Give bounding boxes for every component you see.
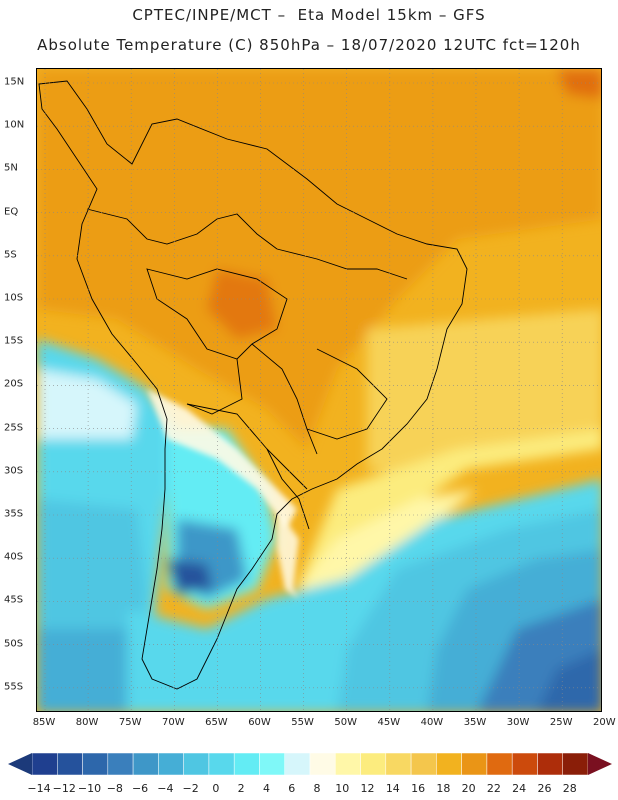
colorbar-swatch xyxy=(461,752,488,776)
frontal-transition-band xyxy=(147,389,299,599)
latitude-label: 15N xyxy=(4,76,25,88)
colorbar-swatch xyxy=(57,752,83,776)
longitude-label: 80W xyxy=(75,717,99,728)
colorbar-swatch xyxy=(82,752,109,776)
colorbar-tick-label: −10 xyxy=(77,782,102,795)
latitude-label: 10N xyxy=(4,119,25,131)
colorbar-swatch xyxy=(107,752,134,776)
colorbar-swatch xyxy=(335,752,361,776)
latitude-label: 55S xyxy=(4,681,24,693)
continent-outline xyxy=(38,80,468,690)
latitude-label: 35S xyxy=(4,508,24,520)
colorbar-tick-label: 24 xyxy=(512,782,527,795)
colorbar-swatch xyxy=(562,752,589,776)
longitude-label: 30W xyxy=(506,717,530,728)
latitude-label: EQ xyxy=(4,206,19,218)
colorbar-tick-label: 22 xyxy=(486,782,501,795)
longitude-label: 55W xyxy=(291,717,314,728)
longitude-label: 50W xyxy=(334,717,357,728)
colorbar-tick-label: 16 xyxy=(411,782,426,795)
longitude-label: 75W xyxy=(118,717,142,728)
colorbar-tick-label: 6 xyxy=(288,782,296,795)
colorbar-swatch xyxy=(385,752,412,776)
longitude-label: 35W xyxy=(463,717,487,728)
longitude-label: 40W xyxy=(420,717,444,728)
colorbar-tick-label: 12 xyxy=(360,782,375,795)
colorbar-swatch xyxy=(208,752,235,776)
colorbar-tick-label: 14 xyxy=(385,782,400,795)
colorbar-swatch xyxy=(158,752,184,776)
colorbar-low-arrow xyxy=(8,753,32,775)
colorbar-tick-label: −4 xyxy=(157,782,174,795)
latitude-label: 25S xyxy=(4,422,24,434)
map-panel xyxy=(36,68,602,712)
latitude-label: 5S xyxy=(4,249,17,261)
colorbar-swatch xyxy=(233,752,260,776)
latitude-label: 15S xyxy=(4,335,24,347)
colorbar-tick-label: 28 xyxy=(562,782,577,795)
latitude-label: 20S xyxy=(4,378,24,390)
longitude-label: 20W xyxy=(592,717,616,728)
colorbar-tick-label: 4 xyxy=(262,782,270,795)
map-title-line-2: Absolute Temperature (C) 850hPa – 18/07/… xyxy=(37,36,581,54)
latitude-label: 45S xyxy=(4,594,24,606)
map-graticule xyxy=(37,69,601,711)
colorbar-tick-label: 0 xyxy=(212,782,220,795)
colorbar-swatch xyxy=(410,752,437,776)
temperature-field-map xyxy=(37,69,601,711)
colorbar-swatch xyxy=(31,752,58,776)
colorbar-swatch xyxy=(284,752,311,776)
latitude-label: 5N xyxy=(4,162,18,174)
colorbar-swatch xyxy=(537,752,563,776)
longitude-label: 60W xyxy=(248,717,271,728)
map-title-line-1: CPTEC/INPE/MCT – Eta Model 15km – GFS xyxy=(132,6,486,24)
colorbar-swatch xyxy=(309,752,336,776)
colorbar-swatch xyxy=(132,752,159,776)
colorbar-tick-label: −2 xyxy=(182,782,199,795)
colorbar-tick-label: −12 xyxy=(52,782,76,795)
colorbar-swatch xyxy=(259,752,285,776)
longitude-label: 70W xyxy=(161,717,185,728)
latitude-label: 40S xyxy=(4,551,24,563)
colorbar-tick-label: 2 xyxy=(237,782,245,795)
colorbar-swatch xyxy=(360,752,387,776)
colorbar-swatch xyxy=(511,752,538,776)
colorbar-tick-label: −14 xyxy=(27,782,51,795)
longitude-label: 45W xyxy=(377,717,401,728)
temperature-colorbar xyxy=(8,752,612,776)
colorbar-swatch xyxy=(486,752,513,776)
longitude-label: 85W xyxy=(32,717,56,728)
colorbar-tick-label: 18 xyxy=(436,782,451,795)
colorbar-tick-label: 20 xyxy=(461,782,476,795)
latitude-label: 50S xyxy=(4,638,24,650)
longitude-label: 65W xyxy=(205,717,228,728)
colorbar-tick-label: 10 xyxy=(335,782,350,795)
colorbar-swatch xyxy=(436,752,462,776)
colorbar-tick-label: −6 xyxy=(131,782,149,795)
colorbar-swatch xyxy=(183,752,210,776)
latitude-label: 30S xyxy=(4,465,24,477)
colorbar-tick-label: 26 xyxy=(537,782,552,795)
colorbar-tick-label: 8 xyxy=(313,782,321,795)
latitude-label: 10S xyxy=(4,292,24,304)
temperature-field-shading xyxy=(37,69,601,711)
colorbar-tick-label: −8 xyxy=(106,782,123,795)
colorbar-high-arrow xyxy=(588,753,612,775)
longitude-label: 25W xyxy=(549,717,573,728)
